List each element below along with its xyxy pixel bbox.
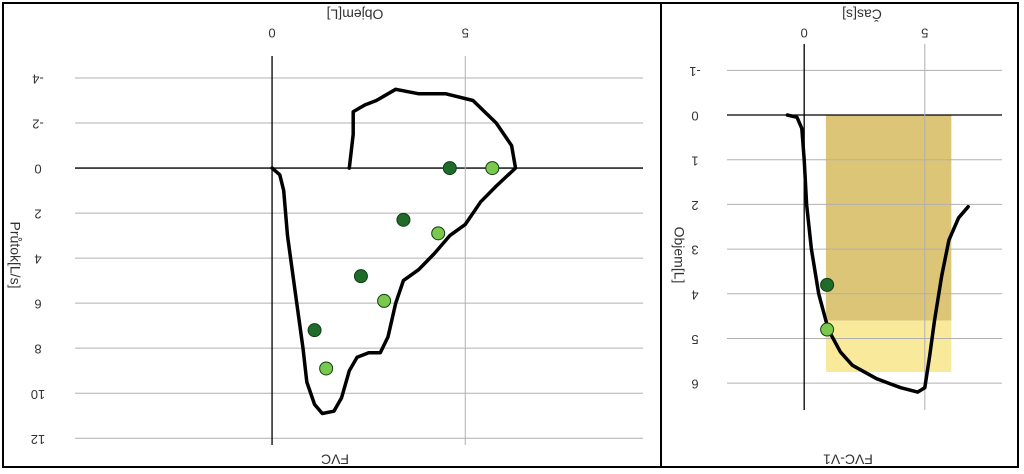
y-axis-title: Průtok[L/s]: [7, 222, 23, 289]
data-marker-3: [431, 226, 446, 241]
series-line-0: [785, 113, 970, 394]
x-tick-label-1: 5: [921, 26, 928, 41]
y-tick-label-0: -4: [32, 72, 44, 87]
data-marker-2: [396, 212, 411, 227]
data-marker-0: [442, 161, 457, 176]
y-tick-label-5: 6: [34, 297, 41, 312]
y-tick-label-6: 5: [691, 332, 698, 347]
y-tick-label-7: 10: [31, 387, 45, 402]
y-axis-title: Objem[L]: [671, 227, 687, 284]
x-tick-label-1: 5: [462, 26, 469, 41]
panel-footer-label: FVC: [321, 451, 349, 467]
y-tick-label-1: -2: [32, 117, 44, 132]
x-axis-title: Čas[s]: [842, 6, 882, 22]
reference-band-0: [825, 115, 952, 321]
y-tick-label-8: 12: [31, 432, 45, 447]
x-tick-label-0: 0: [268, 26, 275, 41]
y-tick-label-2: 1: [691, 153, 698, 168]
data-marker-1: [485, 161, 500, 176]
y-tick-label-7: 6: [691, 377, 698, 392]
y-tick-label-2: 0: [34, 162, 41, 177]
series-line-0: [270, 87, 518, 416]
data-marker-7: [319, 361, 334, 376]
x-tick-label-0: 0: [801, 26, 808, 41]
y-tick-label-3: 2: [691, 198, 698, 213]
flow-volume-panel: -4 -2 0 2 4 6 8 10 12 0 5 Objem[L] Průtok[L/s] FVC: [7, 6, 643, 467]
y-tick-label-0: -1: [689, 64, 701, 79]
volume-time-panel: -1 0 1 2 3 4 5 6 0 5 Čas[s] Objem[L] FVC-V1: [671, 6, 1002, 467]
panel-footer-label: FVC-V1: [823, 451, 873, 467]
y-tick-label-6: 8: [34, 342, 41, 357]
y-tick-label-4: 4: [34, 252, 41, 267]
y-tick-label-4: 3: [691, 243, 698, 258]
data-marker-1: [820, 322, 835, 337]
data-marker-6: [307, 323, 322, 338]
y-tick-label-3: 2: [34, 207, 41, 222]
y-tick-label-5: 4: [691, 287, 698, 302]
data-marker-4: [353, 269, 368, 284]
data-marker-5: [377, 293, 392, 308]
figure-frame: [2, 2, 1019, 468]
data-marker-0: [820, 277, 835, 292]
x-axis-title: Objem[L]: [327, 6, 384, 22]
y-tick-label-1: 0: [691, 109, 698, 124]
